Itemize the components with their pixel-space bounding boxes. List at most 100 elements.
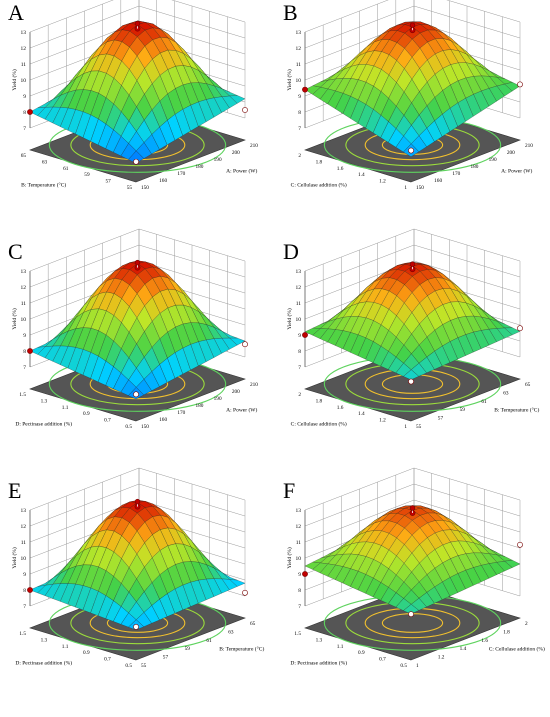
y-tick-label: 57: [106, 179, 112, 185]
z-tick-label: 7: [23, 126, 26, 132]
x-tick-label: 55: [416, 424, 422, 430]
z-tick-label: 10: [296, 78, 302, 84]
x-tick-label: 190: [214, 396, 222, 402]
z-ticks: 7 8 9 10 11 12 13: [21, 30, 27, 132]
x-tick-label: 180: [196, 164, 204, 170]
z-tick-label: 12: [296, 46, 302, 52]
panel-b: 7 8 9 10 11 12 13 Yield (%) 150 160 170 180 190 200 21…: [275, 0, 550, 239]
x-axis-label: B: Temperature (°C): [494, 407, 539, 414]
z-tick-label: 8: [298, 110, 301, 116]
y-axis-label: D: Pectinase addition (%): [15, 659, 72, 666]
z-tick-label: 7: [23, 604, 26, 610]
design-point: [409, 261, 416, 267]
z-tick-label: 9: [298, 572, 301, 578]
z-tick-label: 12: [21, 285, 27, 291]
surface-plot-f: 7 8 9 10 11 12 13 Yield (%) 1 1.2 1.4 1.6 1.8 2 C: Cel…: [286, 467, 545, 669]
y-tick-label: 1.4: [358, 411, 365, 417]
y-axis-label: B: Temperature (°C): [21, 181, 66, 188]
z-ticks: 7 8 9 10 11 12 13: [296, 269, 302, 371]
x-ticks: 150 160 170 180 190 200 210: [141, 382, 258, 430]
x-tick-label: 57: [163, 655, 169, 661]
z-tick-label: 12: [296, 285, 302, 291]
panel-label-a: A: [8, 0, 24, 25]
z-tick-label: 13: [296, 269, 302, 275]
z-tick-label: 11: [296, 62, 302, 68]
z-tick-label: 13: [296, 30, 302, 36]
design-point: [133, 391, 139, 398]
y-tick-label: 0.5: [400, 663, 407, 669]
x-tick-label: 1: [416, 663, 419, 669]
panel-label-d: D: [283, 239, 299, 264]
surface-facet: [403, 369, 420, 380]
x-tick-label: 170: [177, 410, 185, 416]
y-tick-label: 0.5: [125, 424, 132, 430]
surface-mesh: [304, 505, 521, 615]
x-axis-label: C: Cellulase addition (%): [489, 646, 545, 653]
x-tick-label: 1.6: [481, 638, 488, 644]
x-tick-label: 61: [481, 399, 487, 405]
z-tick-label: 11: [21, 301, 27, 307]
panel-label-b: B: [283, 0, 298, 25]
design-point: [408, 378, 414, 385]
z-tick-label: 9: [23, 94, 26, 100]
z-tick-label: 12: [296, 524, 302, 530]
z-tick-label: 10: [21, 317, 27, 323]
z-tick-label: 8: [298, 588, 301, 594]
x-axis-label: A: Power (W): [226, 168, 257, 175]
y-tick-label: 1.5: [19, 631, 26, 637]
y-axis-label: C: Cellulase addition (%): [291, 181, 347, 188]
x-tick-label: 1.2: [438, 655, 445, 661]
y-tick-label: 2: [298, 392, 301, 398]
design-point: [302, 86, 308, 93]
y-tick-label: 1.8: [316, 398, 323, 404]
y-tick-label: 0.9: [83, 411, 90, 417]
design-point: [134, 498, 141, 505]
y-tick-label: 1.6: [337, 405, 344, 411]
z-tick-label: 9: [298, 333, 301, 339]
y-tick-label: 1: [404, 185, 407, 191]
design-point: [27, 587, 33, 593]
z-axis-label: Yield (%): [286, 69, 293, 91]
surface-group: 7 8 9 10 11 12 13 Yield (%) 55 57 59 61 63 65 B: Tempe…: [11, 467, 264, 669]
y-tick-label: 1.1: [62, 405, 69, 411]
y-ticks: 0.5 0.7 0.9 1.1 1.3 1.5: [294, 631, 407, 669]
x-tick-label: 59: [185, 646, 191, 652]
y-tick-label: 1.4: [358, 172, 365, 178]
y-tick-label: 1.3: [41, 637, 48, 643]
z-axis-label: Yield (%): [11, 69, 18, 91]
z-tick-label: 13: [21, 269, 27, 275]
y-tick-label: 59: [84, 172, 90, 178]
y-tick-label: 0.9: [358, 650, 365, 656]
x-tick-label: 160: [434, 178, 442, 184]
z-tick-label: 10: [296, 317, 302, 323]
y-tick-label: 0.7: [104, 418, 111, 424]
x-tick-label: 200: [507, 150, 515, 156]
x-ticks: 150 160 170 180 190 200 210: [416, 143, 533, 191]
surface-plot-a: 7 8 9 10 11 12 13 Yield (%) 150 160 170 180 190 200 21…: [11, 0, 258, 191]
y-ticks: 1 1.2 1.4 1.6 1.8 2: [298, 392, 407, 430]
x-axis-label: B: Temperature (°C): [219, 646, 264, 653]
y-tick-label: 63: [42, 159, 48, 165]
panel-label-f: F: [283, 478, 296, 503]
surface-plot-c: 7 8 9 10 11 12 13 Yield (%) 150 160 170 180 190 200 21…: [11, 228, 258, 430]
z-ticks: 7 8 9 10 11 12 13: [296, 30, 302, 132]
x-tick-label: 1.4: [460, 646, 467, 652]
y-tick-label: 55: [127, 185, 133, 191]
panel-a: 7 8 9 10 11 12 13 Yield (%) 150 160 170 180 190 200 21…: [0, 0, 275, 239]
x-ticks: 55 57 59 61 63 65: [141, 621, 256, 669]
x-tick-label: 57: [438, 416, 444, 422]
y-tick-label: 65: [21, 153, 27, 159]
y-tick-label: 61: [63, 166, 69, 172]
x-tick-label: 55: [141, 663, 147, 669]
surface-mesh: [29, 260, 246, 400]
z-ticks: 7 8 9 10 11 12 13: [296, 508, 302, 610]
y-tick-label: 2: [298, 153, 301, 159]
y-tick-label: 1.1: [337, 644, 344, 650]
x-tick-label: 150: [141, 185, 149, 191]
design-point: [242, 589, 248, 596]
z-tick-label: 11: [296, 540, 302, 546]
x-tick-label: 170: [452, 171, 460, 177]
